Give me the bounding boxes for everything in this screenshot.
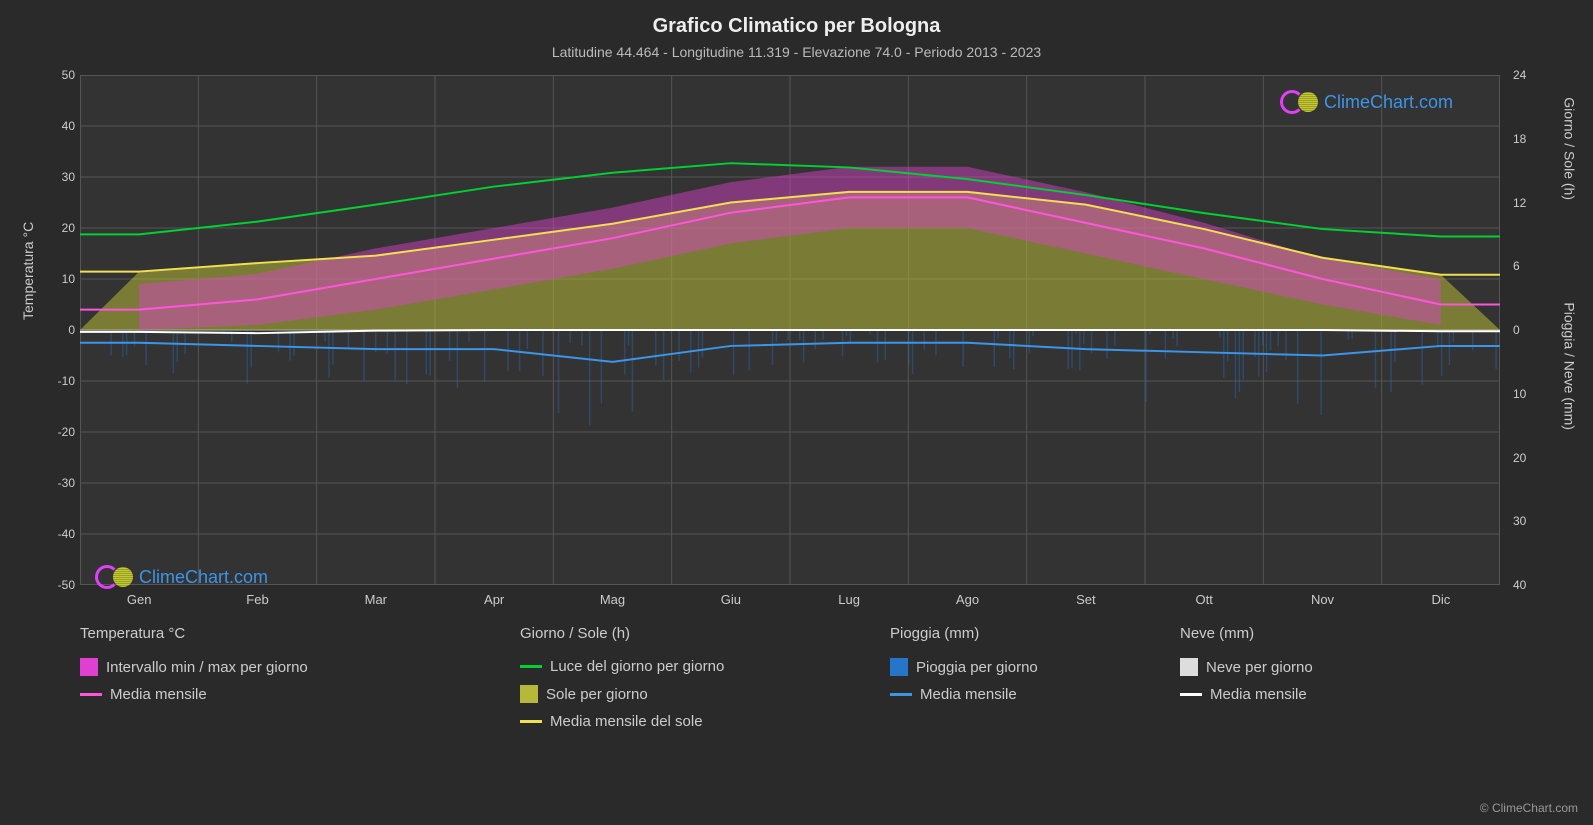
legend-label: Sole per giorno (546, 686, 648, 703)
y-right-tick: 24 (1513, 68, 1543, 82)
x-tick: Mag (583, 592, 643, 607)
legend-header: Neve (mm) (1180, 625, 1313, 642)
legend-swatch-icon (890, 658, 908, 676)
legend-item: Media mensile (80, 686, 308, 703)
y-left-tick: 0 (45, 323, 75, 337)
legend-header: Temperatura °C (80, 625, 308, 642)
x-tick: Nov (1293, 592, 1353, 607)
logo-text: ClimeChart.com (139, 567, 268, 588)
legend-label: Intervallo min / max per giorno (106, 659, 308, 676)
legend-item: Sole per giorno (520, 685, 724, 703)
copyright: © ClimeChart.com (1480, 801, 1578, 815)
x-tick: Ago (938, 592, 998, 607)
legend-label: Luce del giorno per giorno (550, 658, 724, 675)
chart-subtitle: Latitudine 44.464 - Longitudine 11.319 -… (0, 38, 1593, 60)
legend-line-icon (520, 665, 542, 668)
legend-line-icon (520, 720, 542, 723)
y-left-tick: 10 (45, 272, 75, 286)
x-tick: Dic (1411, 592, 1471, 607)
x-tick: Ott (1174, 592, 1234, 607)
x-tick: Giu (701, 592, 761, 607)
legend-section: Neve (mm) Neve per giorno Media mensile (1180, 625, 1313, 713)
y-right-tick: 12 (1513, 196, 1543, 210)
y-right-tick: 20 (1513, 451, 1543, 465)
y-left-tick: 50 (45, 68, 75, 82)
y-right-tick: 40 (1513, 578, 1543, 592)
y-left-tick: 40 (45, 119, 75, 133)
y-left-tick: -40 (45, 527, 75, 541)
legend-label: Media mensile (1210, 686, 1307, 703)
legend-item: Neve per giorno (1180, 658, 1313, 676)
logo-text: ClimeChart.com (1324, 92, 1453, 113)
x-tick: Apr (464, 592, 524, 607)
x-tick: Lug (819, 592, 879, 607)
legend-item: Pioggia per giorno (890, 658, 1038, 676)
legend-swatch-icon (1180, 658, 1198, 676)
chart-container (80, 75, 1500, 585)
y-left-tick: 20 (45, 221, 75, 235)
brand-logo: ClimeChart.com (1280, 90, 1453, 114)
legend-line-icon (80, 693, 102, 696)
y-axis-left-label: Temperatura °C (20, 222, 36, 320)
y-left-tick: -50 (45, 578, 75, 592)
legend-swatch-icon (80, 658, 98, 676)
legend-label: Media mensile del sole (550, 713, 703, 730)
y-right-tick: 18 (1513, 132, 1543, 146)
legend-line-icon (1180, 693, 1202, 696)
legend-item: Luce del giorno per giorno (520, 658, 724, 675)
legend-item: Intervallo min / max per giorno (80, 658, 308, 676)
x-tick: Mar (346, 592, 406, 607)
legend-header: Giorno / Sole (h) (520, 625, 724, 642)
legend-label: Pioggia per giorno (916, 659, 1038, 676)
legend-item: Media mensile (1180, 686, 1313, 703)
y-right-tick: 0 (1513, 323, 1543, 337)
y-left-tick: -10 (45, 374, 75, 388)
y-right-tick: 10 (1513, 387, 1543, 401)
y-right-tick: 30 (1513, 514, 1543, 528)
chart-title: Grafico Climatico per Bologna (0, 0, 1593, 38)
legend-swatch-icon (520, 685, 538, 703)
brand-logo: ClimeChart.com (95, 565, 268, 589)
x-tick: Gen (109, 592, 169, 607)
y-right-tick: 6 (1513, 259, 1543, 273)
legend-label: Neve per giorno (1206, 659, 1313, 676)
plot-area (80, 75, 1500, 585)
legend-section: Pioggia (mm) Pioggia per giorno Media mens… (890, 625, 1038, 713)
legend-item: Media mensile (890, 686, 1038, 703)
legend-label: Media mensile (110, 686, 207, 703)
y-left-tick: 30 (45, 170, 75, 184)
legend-item: Media mensile del sole (520, 713, 724, 730)
x-tick: Feb (228, 592, 288, 607)
legend-header: Pioggia (mm) (890, 625, 1038, 642)
y-left-tick: -20 (45, 425, 75, 439)
y-left-tick: -30 (45, 476, 75, 490)
logo-c-icon (95, 565, 119, 589)
y-axis-right-top-label: Giorno / Sole (h) (1562, 97, 1578, 200)
legend-section: Temperatura °C Intervallo min / max per g… (80, 625, 308, 713)
x-tick: Set (1056, 592, 1116, 607)
legend-label: Media mensile (920, 686, 1017, 703)
legend-section: Giorno / Sole (h) Luce del giorno per gio… (520, 625, 724, 740)
legend-line-icon (890, 693, 912, 696)
y-axis-right-bottom-label: Pioggia / Neve (mm) (1562, 302, 1578, 430)
logo-c-icon (1280, 90, 1304, 114)
